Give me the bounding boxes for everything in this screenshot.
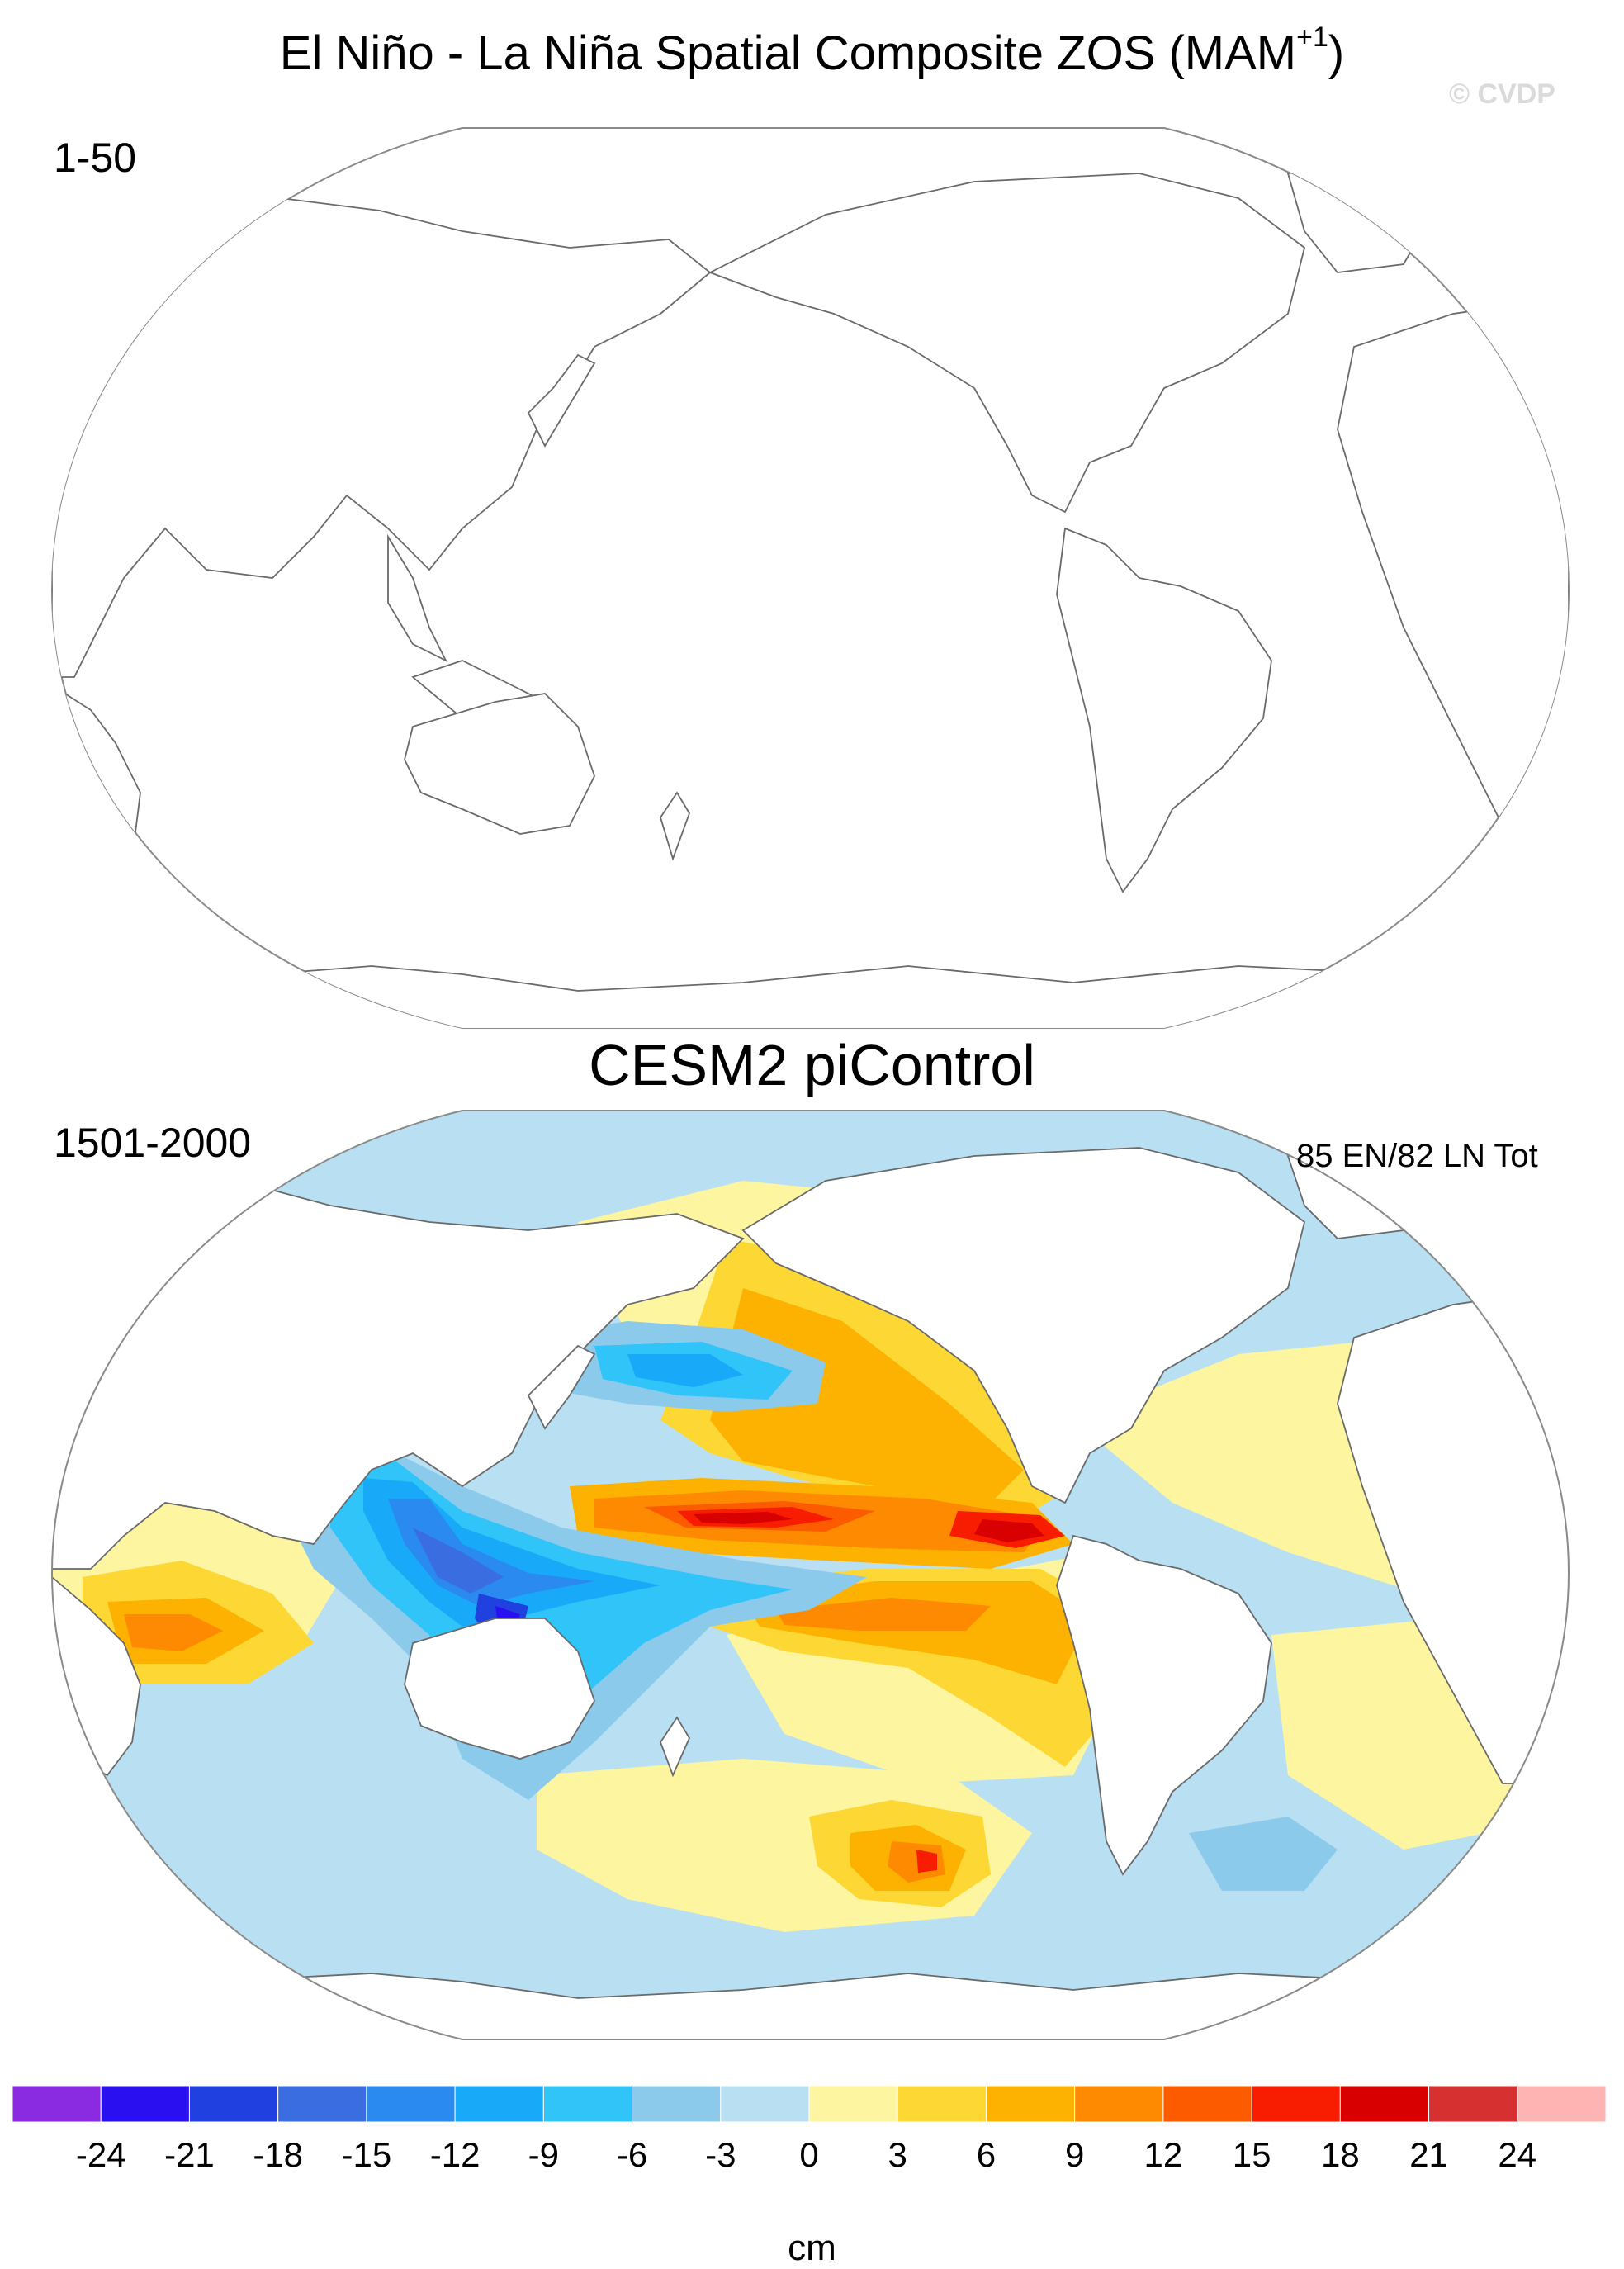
colorbar-tick-label: 18	[1321, 2135, 1360, 2174]
colorbar-swatch	[897, 2085, 987, 2123]
colorbar-swatch	[366, 2085, 456, 2123]
colorbar-tick-label: 24	[1498, 2135, 1536, 2174]
colorbar-swatch	[985, 2085, 1076, 2123]
colorbar-tick-label: 12	[1144, 2135, 1183, 2174]
colorbar-swatch	[808, 2085, 898, 2123]
top-panel-period-label: 1-50	[54, 135, 137, 181]
colorbar-swatch	[12, 2085, 102, 2123]
colorbar-tick-label: -24	[76, 2135, 126, 2174]
colorbar-swatch	[632, 2085, 722, 2123]
colorbar-tick-label: 9	[1065, 2135, 1084, 2174]
colorbar-swatch	[1428, 2085, 1518, 2123]
colorbar-swatch	[277, 2085, 367, 2123]
case-title: CESM2 piControl	[589, 1033, 1035, 1097]
bottom-coastlines	[52, 1147, 1569, 2039]
top-map	[50, 127, 1570, 1029]
colorbar-tick-label: 15	[1233, 2135, 1271, 2174]
colorbar-tick-label: -9	[528, 2135, 559, 2174]
colorbar-swatch	[1162, 2085, 1252, 2123]
colorbar-tick-label: 3	[888, 2135, 907, 2174]
colorbar-swatch	[542, 2085, 633, 2123]
colorbar-tick-label: -12	[430, 2135, 481, 2174]
colorbar-swatch	[720, 2085, 810, 2123]
bottom-panel-period-label: 1501-2000	[54, 1120, 252, 1166]
zos-anomaly-contours	[52, 1181, 1569, 1932]
colorbar-units-label: cm	[788, 2228, 836, 2268]
colorbar-swatch	[454, 2085, 544, 2123]
colorbar-tick-label: -3	[705, 2135, 736, 2174]
colorbar-tick-label: 6	[977, 2135, 996, 2174]
event-count-label: 85 EN/82 LN Tot	[1296, 1138, 1538, 1174]
colorbar: -24 -21 -18 -15 -12 -9 -6 -3 0 3 6 9 12 15 18 21 24	[12, 2085, 1607, 2174]
colorbar-tick-label: -15	[342, 2135, 392, 2174]
colorbar-swatch	[1251, 2085, 1341, 2123]
colorbar-swatch	[1517, 2085, 1607, 2123]
colorbar-tick-label: 0	[799, 2135, 818, 2174]
colorbar-tick-label: 21	[1409, 2135, 1448, 2174]
colorbar-tick-label: -21	[164, 2135, 215, 2174]
colorbar-swatch	[100, 2085, 190, 2123]
colorbar-tick-label: -18	[253, 2135, 303, 2174]
colorbar-swatch	[188, 2085, 279, 2123]
top-coastlines	[52, 164, 1569, 1028]
colorbar-tick-label: -6	[617, 2135, 647, 2174]
colorbar-swatch	[1074, 2085, 1164, 2123]
colorbar-swatch	[1339, 2085, 1430, 2123]
cvdp-watermark: © CVDP	[1449, 78, 1555, 110]
bottom-map	[50, 1110, 1570, 2040]
bottom-globe-outline	[50, 1110, 1570, 2040]
figure-title: El Niño - La Niña Spatial Composite ZOS …	[279, 21, 1345, 80]
